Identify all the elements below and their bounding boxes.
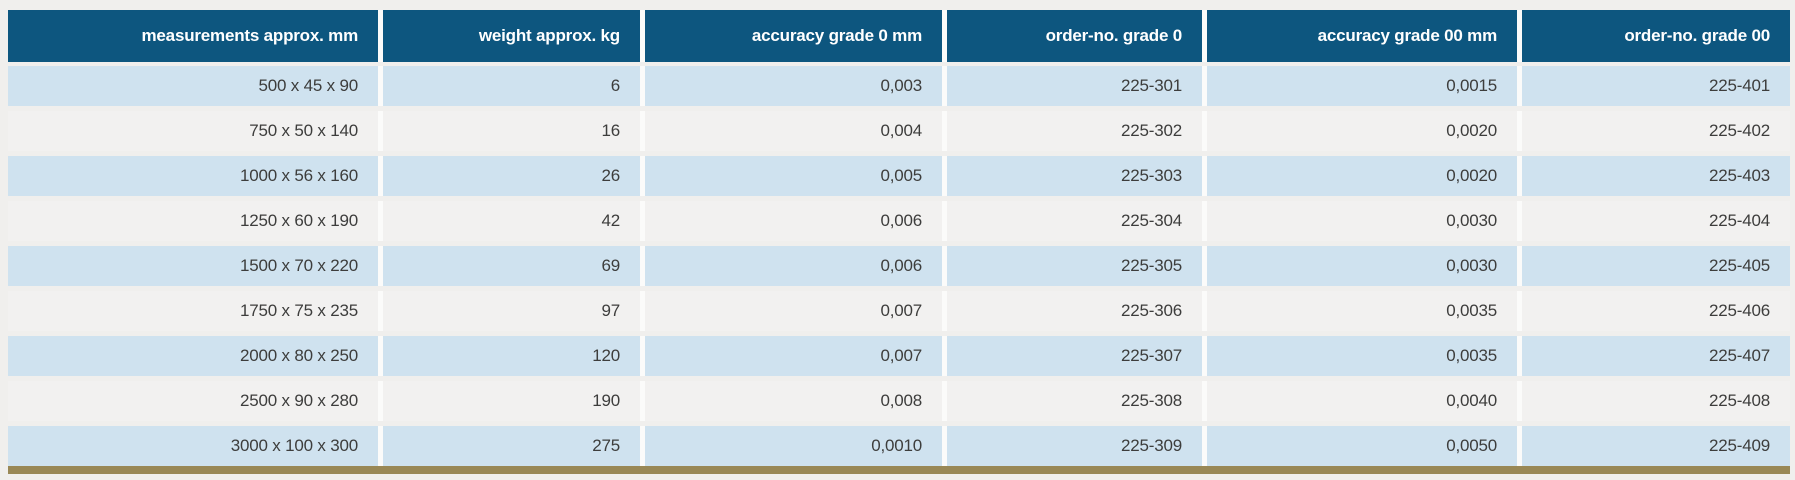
table-row: 3000 x 100 x 300 275 0,0010 225-309 0,0050 22… (8, 426, 1790, 466)
table-cell-accuracy-grade-00: 0,0015 (1207, 66, 1517, 106)
column-header-weight: weight approx. kg (383, 10, 640, 62)
table-cell-weight: 42 (383, 201, 640, 241)
table-cell-order-no-grade-00: 225-402 (1522, 111, 1790, 151)
table-cell-order-no-grade-00: 225-409 (1522, 426, 1790, 466)
table-cell-accuracy-grade-0: 0,006 (645, 246, 942, 286)
table-cell-accuracy-grade-00: 0,0040 (1207, 381, 1517, 421)
table-cell-accuracy-grade-00: 0,0050 (1207, 426, 1517, 466)
table-cell-order-no-grade-00: 225-407 (1522, 336, 1790, 376)
table-cell-weight: 275 (383, 426, 640, 466)
table-row: 1250 x 60 x 190 42 0,006 225-304 0,0030 225-4… (8, 201, 1790, 241)
table-cell-measurements: 1500 x 70 x 220 (8, 246, 378, 286)
table-row: 2500 x 90 x 280 190 0,008 225-308 0,0040 225-… (8, 381, 1790, 421)
table-cell-accuracy-grade-0: 0,007 (645, 336, 942, 376)
table-cell-order-no-grade-00: 225-404 (1522, 201, 1790, 241)
table-cell-weight: 6 (383, 66, 640, 106)
table-bottom-accent-bar (8, 466, 1790, 474)
table-cell-measurements: 2000 x 80 x 250 (8, 336, 378, 376)
table-cell-order-no-grade-00: 225-408 (1522, 381, 1790, 421)
table-row: 2000 x 80 x 250 120 0,007 225-307 0,0035 225-… (8, 336, 1790, 376)
table-cell-order-no-grade-00: 225-401 (1522, 66, 1790, 106)
table-cell-weight: 69 (383, 246, 640, 286)
table-cell-accuracy-grade-0: 0,005 (645, 156, 942, 196)
table-cell-accuracy-grade-0: 0,007 (645, 291, 942, 331)
table-cell-order-no-grade-0: 225-304 (947, 201, 1202, 241)
table-cell-measurements: 500 x 45 x 90 (8, 66, 378, 106)
column-header-accuracy-grade-00: accuracy grade 00 mm (1207, 10, 1517, 62)
table-row: 1750 x 75 x 235 97 0,007 225-306 0,0035 225-4… (8, 291, 1790, 331)
column-header-order-no-grade-0: order-no. grade 0 (947, 10, 1202, 62)
table-cell-weight: 16 (383, 111, 640, 151)
table-cell-measurements: 2500 x 90 x 280 (8, 381, 378, 421)
table-cell-accuracy-grade-00: 0,0030 (1207, 246, 1517, 286)
table-row: 1000 x 56 x 160 26 0,005 225-303 0,0020 225-4… (8, 156, 1790, 196)
table-cell-accuracy-grade-00: 0,0035 (1207, 336, 1517, 376)
table-row: 500 x 45 x 90 6 0,003 225-301 0,0015 225-401 (8, 66, 1790, 106)
table-cell-weight: 26 (383, 156, 640, 196)
table-cell-measurements: 3000 x 100 x 300 (8, 426, 378, 466)
table-cell-accuracy-grade-0: 0,006 (645, 201, 942, 241)
table-cell-accuracy-grade-00: 0,0020 (1207, 111, 1517, 151)
table-cell-order-no-grade-0: 225-303 (947, 156, 1202, 196)
table-cell-order-no-grade-0: 225-301 (947, 66, 1202, 106)
table-cell-order-no-grade-0: 225-308 (947, 381, 1202, 421)
column-header-accuracy-grade-0: accuracy grade 0 mm (645, 10, 942, 62)
table-row: 1500 x 70 x 220 69 0,006 225-305 0,0030 225-4… (8, 246, 1790, 286)
table-row: 750 x 50 x 140 16 0,004 225-302 0,0020 225-40… (8, 111, 1790, 151)
column-header-order-no-grade-00: order-no. grade 00 (1522, 10, 1790, 62)
table-header-row: measurements approx. mm weight approx. kg… (8, 10, 1790, 62)
table-cell-accuracy-grade-0: 0,0010 (645, 426, 942, 466)
table-cell-order-no-grade-00: 225-403 (1522, 156, 1790, 196)
table-cell-weight: 190 (383, 381, 640, 421)
table-cell-accuracy-grade-00: 0,0035 (1207, 291, 1517, 331)
table-cell-accuracy-grade-00: 0,0030 (1207, 201, 1517, 241)
product-table: measurements approx. mm weight approx. kg… (8, 10, 1790, 474)
table-cell-accuracy-grade-0: 0,003 (645, 66, 942, 106)
table-cell-weight: 97 (383, 291, 640, 331)
table-cell-order-no-grade-0: 225-307 (947, 336, 1202, 376)
table-cell-order-no-grade-00: 225-405 (1522, 246, 1790, 286)
table-cell-measurements: 1250 x 60 x 190 (8, 201, 378, 241)
table-cell-weight: 120 (383, 336, 640, 376)
table-cell-measurements: 750 x 50 x 140 (8, 111, 378, 151)
table-cell-order-no-grade-00: 225-406 (1522, 291, 1790, 331)
table-cell-accuracy-grade-00: 0,0020 (1207, 156, 1517, 196)
table-cell-order-no-grade-0: 225-306 (947, 291, 1202, 331)
table-cell-accuracy-grade-0: 0,004 (645, 111, 942, 151)
table-cell-measurements: 1000 x 56 x 160 (8, 156, 378, 196)
table-cell-order-no-grade-0: 225-305 (947, 246, 1202, 286)
table-cell-accuracy-grade-0: 0,008 (645, 381, 942, 421)
table-cell-order-no-grade-0: 225-302 (947, 111, 1202, 151)
table-cell-order-no-grade-0: 225-309 (947, 426, 1202, 466)
column-header-measurements: measurements approx. mm (8, 10, 378, 62)
table-cell-measurements: 1750 x 75 x 235 (8, 291, 378, 331)
